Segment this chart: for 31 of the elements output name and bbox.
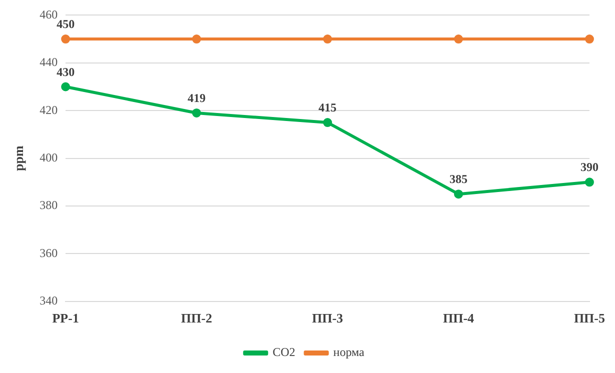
point (584, 178, 594, 187)
x-tick-label: ПП-5 (574, 310, 606, 326)
legend-label: CO2 (272, 345, 296, 360)
y-tick-label: 400 (40, 150, 58, 164)
x-tick-label: ПП-4 (442, 310, 475, 326)
x-tick-label: ПП-3 (312, 310, 344, 326)
y-axis-title: ppm (11, 145, 26, 171)
point (454, 190, 464, 199)
point (192, 34, 202, 44)
data-label: 385 (450, 172, 468, 186)
point (584, 34, 594, 44)
legend-label: норма (333, 345, 366, 360)
y-tick-label: 360 (40, 246, 58, 260)
point (61, 34, 70, 44)
data-label: 415 (318, 100, 337, 115)
point (323, 118, 332, 128)
data-label: 419 (188, 91, 206, 106)
x-tick-label: РР-1 (52, 310, 79, 326)
point (61, 82, 70, 92)
data-label: 450 (56, 17, 75, 32)
point (192, 108, 202, 118)
x-tick-label: ПП-2 (181, 310, 212, 326)
y-tick-label: 380 (40, 198, 58, 212)
data-label: 390 (580, 160, 598, 174)
y-tick-label: 340 (40, 294, 58, 308)
data-label: 430 (56, 64, 75, 79)
y-tick-label: 420 (40, 102, 58, 117)
point (454, 34, 464, 44)
y-tick-label: 460 (40, 7, 58, 22)
point (323, 34, 332, 44)
y-tick-label: 440 (40, 55, 58, 70)
